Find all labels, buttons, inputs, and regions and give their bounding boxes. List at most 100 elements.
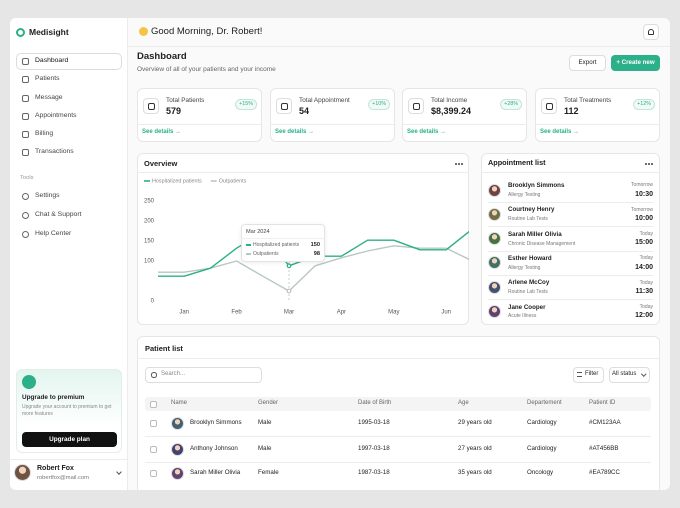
status-dropdown[interactable]: [609, 367, 650, 383]
nav-item[interactable]: Billing: [35, 129, 54, 137]
patient-name[interactable]: Courtney Henry: [508, 206, 555, 214]
stat-link[interactable]: See details →: [540, 129, 580, 136]
nav-item[interactable]: Help Center: [35, 229, 72, 237]
create-label[interactable]: + Create new: [616, 59, 655, 67]
x-tick-label: Mar: [284, 310, 294, 316]
stat-change: +12%: [633, 99, 655, 110]
export-label[interactable]: Export: [578, 59, 597, 67]
stat-link[interactable]: See details →: [142, 129, 182, 136]
more-dot: [458, 163, 460, 165]
appointment-time: 10:30: [635, 190, 653, 198]
divider: [402, 124, 527, 125]
divider: [488, 274, 653, 276]
stat-label: Total Treatments: [564, 97, 612, 105]
avatar: [488, 207, 501, 221]
hover-point: [286, 288, 292, 294]
avatar: [488, 183, 501, 197]
stat-card: [402, 88, 527, 142]
avatar: [488, 305, 501, 318]
patient-name: Sarah Miller Olivia: [190, 469, 241, 477]
checkbox[interactable]: [150, 445, 157, 453]
nav-item[interactable]: Settings: [35, 191, 60, 199]
stat-link[interactable]: See details →: [407, 129, 447, 136]
appointment-day: Today: [639, 279, 653, 286]
table-header: [145, 397, 651, 411]
appointment-type: Routine Lab Tests: [508, 216, 548, 223]
table-cell: #AT456BB: [589, 445, 619, 453]
nav-item[interactable]: Chat & Support: [35, 210, 82, 218]
legend-label: Outpatients: [219, 178, 247, 184]
x-tick-label: Feb: [231, 310, 242, 316]
avatar: [488, 232, 501, 246]
nav-icon: [22, 112, 29, 120]
patient-name[interactable]: Brooklyn Simmons: [508, 182, 565, 190]
table-cell: Female: [258, 469, 279, 477]
stat-icon: [408, 98, 424, 114]
nav-icon: [22, 57, 29, 65]
tooltip-title: Mar 2024: [246, 228, 270, 235]
filter-label[interactable]: Filter: [585, 371, 599, 378]
stat-change: +15%: [235, 99, 257, 110]
patient-name[interactable]: Esther Howard: [508, 255, 552, 263]
stat-card: [270, 88, 395, 142]
search-icon: [151, 372, 157, 378]
appointment-day: Tomorrow: [631, 182, 653, 189]
export-button[interactable]: [569, 55, 606, 71]
nav-item[interactable]: Appointments: [35, 111, 77, 119]
checkbox[interactable]: [150, 469, 157, 477]
avatar: [488, 256, 501, 270]
create-button[interactable]: [611, 55, 660, 71]
nav-icon: [22, 94, 29, 102]
stat-link[interactable]: See details →: [275, 129, 315, 136]
upgrade-button-label[interactable]: Upgrade plan: [49, 435, 90, 443]
y-tick-label: 0: [151, 299, 155, 305]
logo-mark: [16, 28, 25, 37]
more-dot: [461, 163, 463, 165]
patient-list-title: Patient list: [145, 344, 183, 354]
upgrade-button[interactable]: [22, 432, 117, 447]
nav-item[interactable]: Dashboard: [35, 56, 69, 64]
stat-label: Total Appointment: [299, 97, 350, 105]
table-cell: #CM123AA: [589, 419, 621, 427]
page-title: Dashboard: [137, 51, 187, 63]
appointment-day: Today: [639, 231, 653, 237]
appointment-type: Allergy Testing: [508, 191, 541, 198]
patient-name[interactable]: Jane Cooper: [508, 303, 546, 311]
status-label[interactable]: All status: [612, 371, 637, 378]
patient-name[interactable]: Sarah Miller Olivia: [508, 230, 562, 238]
x-tick-label: Jun: [441, 310, 451, 316]
checkbox[interactable]: [150, 400, 157, 408]
user-email: robertfox@mail.com: [37, 475, 89, 482]
tools-label: Tools: [20, 175, 34, 182]
appointment-day: Tomorrow: [631, 206, 653, 213]
nav-item[interactable]: Transactions: [35, 147, 74, 155]
stat-icon: [541, 98, 557, 114]
patient-name[interactable]: Arlene McCoy: [508, 279, 550, 287]
column-header: Name: [171, 400, 188, 407]
column-header: Gender: [258, 400, 279, 407]
divider: [137, 172, 469, 173]
filter-button[interactable]: [573, 367, 604, 383]
brand-name: Medisight: [29, 26, 69, 37]
table-cell: Cardiology: [527, 445, 557, 453]
divider: [535, 124, 660, 125]
nav-icon: [22, 148, 29, 156]
stat-value: 54: [299, 106, 310, 117]
appointment-time: 14:00: [635, 263, 653, 271]
nav-item[interactable]: Message: [35, 93, 63, 101]
checkbox[interactable]: [150, 419, 157, 427]
divider: [145, 462, 651, 463]
nav-active[interactable]: [16, 53, 122, 70]
table-cell: 1987-03-18: [358, 469, 390, 477]
avatar: [488, 280, 501, 294]
appointment-time: 10:00: [635, 214, 653, 222]
appointment-type: Allergy Testing: [508, 264, 541, 271]
more-dot: [645, 163, 647, 165]
nav-item[interactable]: Patients: [35, 74, 60, 82]
x-tick-label: Jan: [179, 310, 189, 316]
table-cell: Male: [258, 419, 272, 427]
stat-icon-glyph: [280, 102, 288, 110]
divider: [137, 358, 660, 359]
search-box[interactable]: [145, 367, 262, 383]
